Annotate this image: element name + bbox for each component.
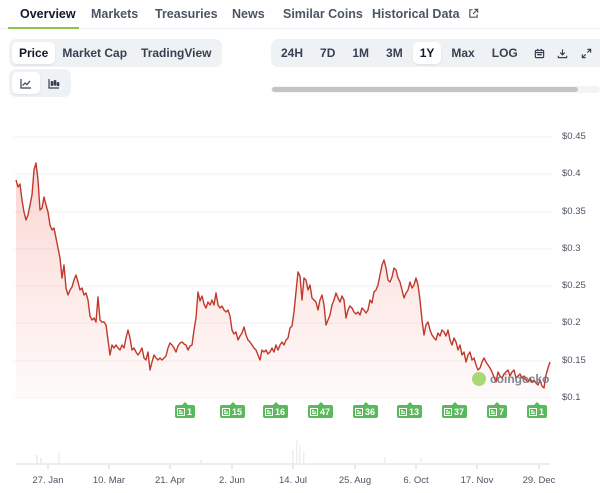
price-tab[interactable]: Price xyxy=(12,42,56,64)
newspaper-icon xyxy=(310,407,318,416)
x-tick-label: 14. Jul xyxy=(279,475,307,486)
news-count: 15 xyxy=(232,406,243,417)
chart-type-selector: Price Market Cap TradingView xyxy=(9,39,222,67)
newspaper-icon xyxy=(444,407,452,416)
external-link-icon xyxy=(469,8,479,18)
y-tick-label: $0.4 xyxy=(562,168,581,179)
news-badge[interactable]: 16 xyxy=(263,405,289,418)
news-count: 36 xyxy=(365,406,376,417)
news-count: 13 xyxy=(409,406,420,417)
line-chart-icon xyxy=(20,78,31,89)
download-icon xyxy=(558,48,568,58)
tab-markets[interactable]: Markets xyxy=(91,7,139,21)
range-24h-button[interactable]: 24H xyxy=(281,46,304,60)
newspaper-icon xyxy=(355,407,363,416)
newspaper-icon xyxy=(265,407,273,416)
candlestick-chart-icon xyxy=(48,78,60,89)
tab-historical-data[interactable]: Historical Data xyxy=(372,7,479,21)
y-tick-label: $0.2 xyxy=(562,317,581,328)
price-line xyxy=(15,162,551,389)
toolbar-scrollbar-thumb[interactable] xyxy=(272,87,578,92)
x-tick-label: 10. Mar xyxy=(92,475,126,486)
newspaper-icon xyxy=(489,407,497,416)
newspaper-icon xyxy=(222,407,230,416)
news-count: 16 xyxy=(275,406,286,417)
tab-historical-data-label: Historical Data xyxy=(372,7,460,21)
news-badge[interactable]: 1 xyxy=(527,405,548,418)
watermark-text: coingecko xyxy=(490,372,550,386)
line-chart-button[interactable] xyxy=(12,72,40,94)
x-tick-label: 17. Nov xyxy=(460,475,494,486)
y-tick-label: $0.25 xyxy=(562,280,586,291)
active-tab-indicator xyxy=(8,27,79,29)
newspaper-icon xyxy=(177,407,185,416)
y-tick-label: $0.3 xyxy=(562,243,581,254)
news-count: 1 xyxy=(187,406,193,417)
news-badge[interactable]: 13 xyxy=(397,405,423,418)
volume-bars xyxy=(16,440,550,465)
market-cap-tab[interactable]: Market Cap xyxy=(62,46,128,60)
fullscreen-button[interactable] xyxy=(576,42,597,64)
coingecko-logo-icon xyxy=(472,372,486,386)
x-tick-label: 25. Aug xyxy=(338,475,372,486)
candlestick-chart-button[interactable] xyxy=(40,72,68,94)
news-count: 47 xyxy=(320,406,331,417)
x-tick-label: 21. Apr xyxy=(154,475,186,486)
y-tick-label: $0.1 xyxy=(562,392,581,403)
range-1m-button[interactable]: 1M xyxy=(352,46,370,60)
tab-overview[interactable]: Overview xyxy=(20,7,76,21)
news-count: 7 xyxy=(499,406,505,417)
tab-similar-coins[interactable]: Similar Coins xyxy=(283,7,363,21)
y-tick-label: $0.45 xyxy=(562,131,586,142)
chart-style-selector xyxy=(9,69,71,97)
range-7d-button[interactable]: 7D xyxy=(320,46,336,60)
range-1y-button[interactable]: 1Y xyxy=(412,42,442,64)
news-badge[interactable]: 7 xyxy=(487,405,508,418)
top-tabs: Overview Markets Treasuries News Similar… xyxy=(0,0,600,29)
range-max-button[interactable]: Max xyxy=(451,46,475,60)
tradingview-tab[interactable]: TradingView xyxy=(141,46,212,60)
y-tick-label: $0.15 xyxy=(562,355,586,366)
news-badge[interactable]: 47 xyxy=(308,405,334,418)
newspaper-icon xyxy=(399,407,407,416)
calendar-icon xyxy=(534,48,544,58)
log-scale-button[interactable]: LOG xyxy=(491,46,518,60)
tab-news[interactable]: News xyxy=(232,7,265,21)
price-area xyxy=(16,163,550,398)
news-badge[interactable]: 36 xyxy=(353,405,379,418)
fullscreen-icon xyxy=(581,48,592,58)
x-tick-label: 2. Jun xyxy=(219,475,245,486)
news-count: 1 xyxy=(539,406,545,417)
time-range-selector: 24H 7D 1M 3M 1Y Max LOG xyxy=(271,39,600,67)
range-3m-button[interactable]: 3M xyxy=(386,46,403,60)
tab-treasuries[interactable]: Treasuries xyxy=(155,7,218,21)
x-tick-label: 27. Jan xyxy=(32,475,64,486)
news-badge[interactable]: 15 xyxy=(220,405,246,418)
newspaper-icon xyxy=(529,407,537,416)
news-badge[interactable]: 1 xyxy=(175,405,196,418)
y-tick-label: $0.35 xyxy=(562,206,586,217)
download-button[interactable] xyxy=(552,42,573,64)
coingecko-watermark: coingecko xyxy=(472,372,549,386)
calendar-button[interactable] xyxy=(529,42,550,64)
x-tick-label: 6. Oct xyxy=(403,475,429,486)
x-tick-label: 29. Dec xyxy=(522,475,556,486)
news-count: 37 xyxy=(454,406,465,417)
news-badge[interactable]: 37 xyxy=(442,405,468,418)
x-axis-ticks xyxy=(47,465,540,469)
